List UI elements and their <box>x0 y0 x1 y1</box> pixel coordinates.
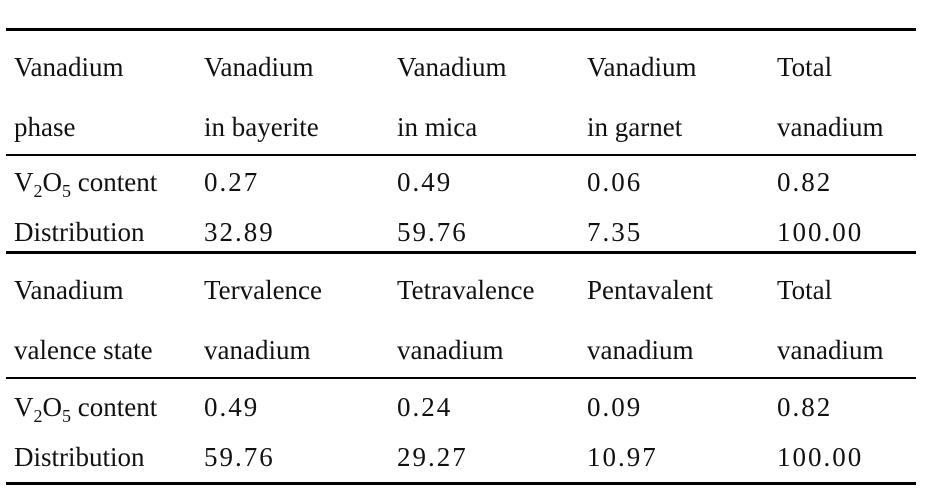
header-cell: in bayerite <box>204 112 319 142</box>
row-label: V2O5 content <box>14 392 158 426</box>
table-cell: 0.27 <box>204 167 260 197</box>
header-cell: Total <box>777 52 833 82</box>
table-cell: 0.82 <box>777 167 833 197</box>
row-label: Distribution <box>14 442 145 472</box>
header-cell: Vanadium <box>397 52 507 82</box>
header-cell: vanadium <box>397 335 504 365</box>
table-cell: 32.89 <box>204 217 275 247</box>
header-cell: valence state <box>14 335 153 365</box>
table-cell: 0.49 <box>204 392 260 422</box>
header-cell: Tetravalence <box>397 275 535 305</box>
header-cell: in mica <box>397 112 478 142</box>
header-cell: vanadium <box>777 112 884 142</box>
header-cell: in garnet <box>587 112 683 142</box>
table-cell: 10.97 <box>587 442 658 472</box>
table-bottom-rule <box>6 482 916 485</box>
header-cell: vanadium <box>204 335 311 365</box>
header-cell: phase <box>14 112 76 142</box>
table-cell: 59.76 <box>397 217 468 247</box>
table-cell: 100.00 <box>777 442 864 472</box>
header-cell: Vanadium <box>587 52 697 82</box>
table-cell: 59.76 <box>204 442 275 472</box>
header-cell: Total <box>777 275 833 305</box>
section-divider-rule <box>6 251 916 254</box>
header-rule <box>6 154 916 156</box>
header-rule <box>6 377 916 379</box>
table-cell: 0.09 <box>587 392 643 422</box>
header-cell: vanadium <box>777 335 884 365</box>
table-cell: 0.06 <box>587 167 643 197</box>
table-cell: 100.00 <box>777 217 864 247</box>
table-top-rule <box>6 28 916 31</box>
header-cell: Vanadium <box>204 52 314 82</box>
row-label: V2O5 content <box>14 167 158 201</box>
header-cell: vanadium <box>587 335 694 365</box>
table-cell: 7.35 <box>587 217 643 247</box>
header-cell: Vanadium <box>14 52 124 82</box>
header-cell: Vanadium <box>14 275 124 305</box>
table-cell: 0.24 <box>397 392 453 422</box>
table-cell: 0.82 <box>777 392 833 422</box>
row-label: Distribution <box>14 217 145 247</box>
header-cell: Pentavalent <box>587 275 713 305</box>
table-cell: 29.27 <box>397 442 468 472</box>
header-cell: Tervalence <box>204 275 323 305</box>
table-cell: 0.49 <box>397 167 453 197</box>
